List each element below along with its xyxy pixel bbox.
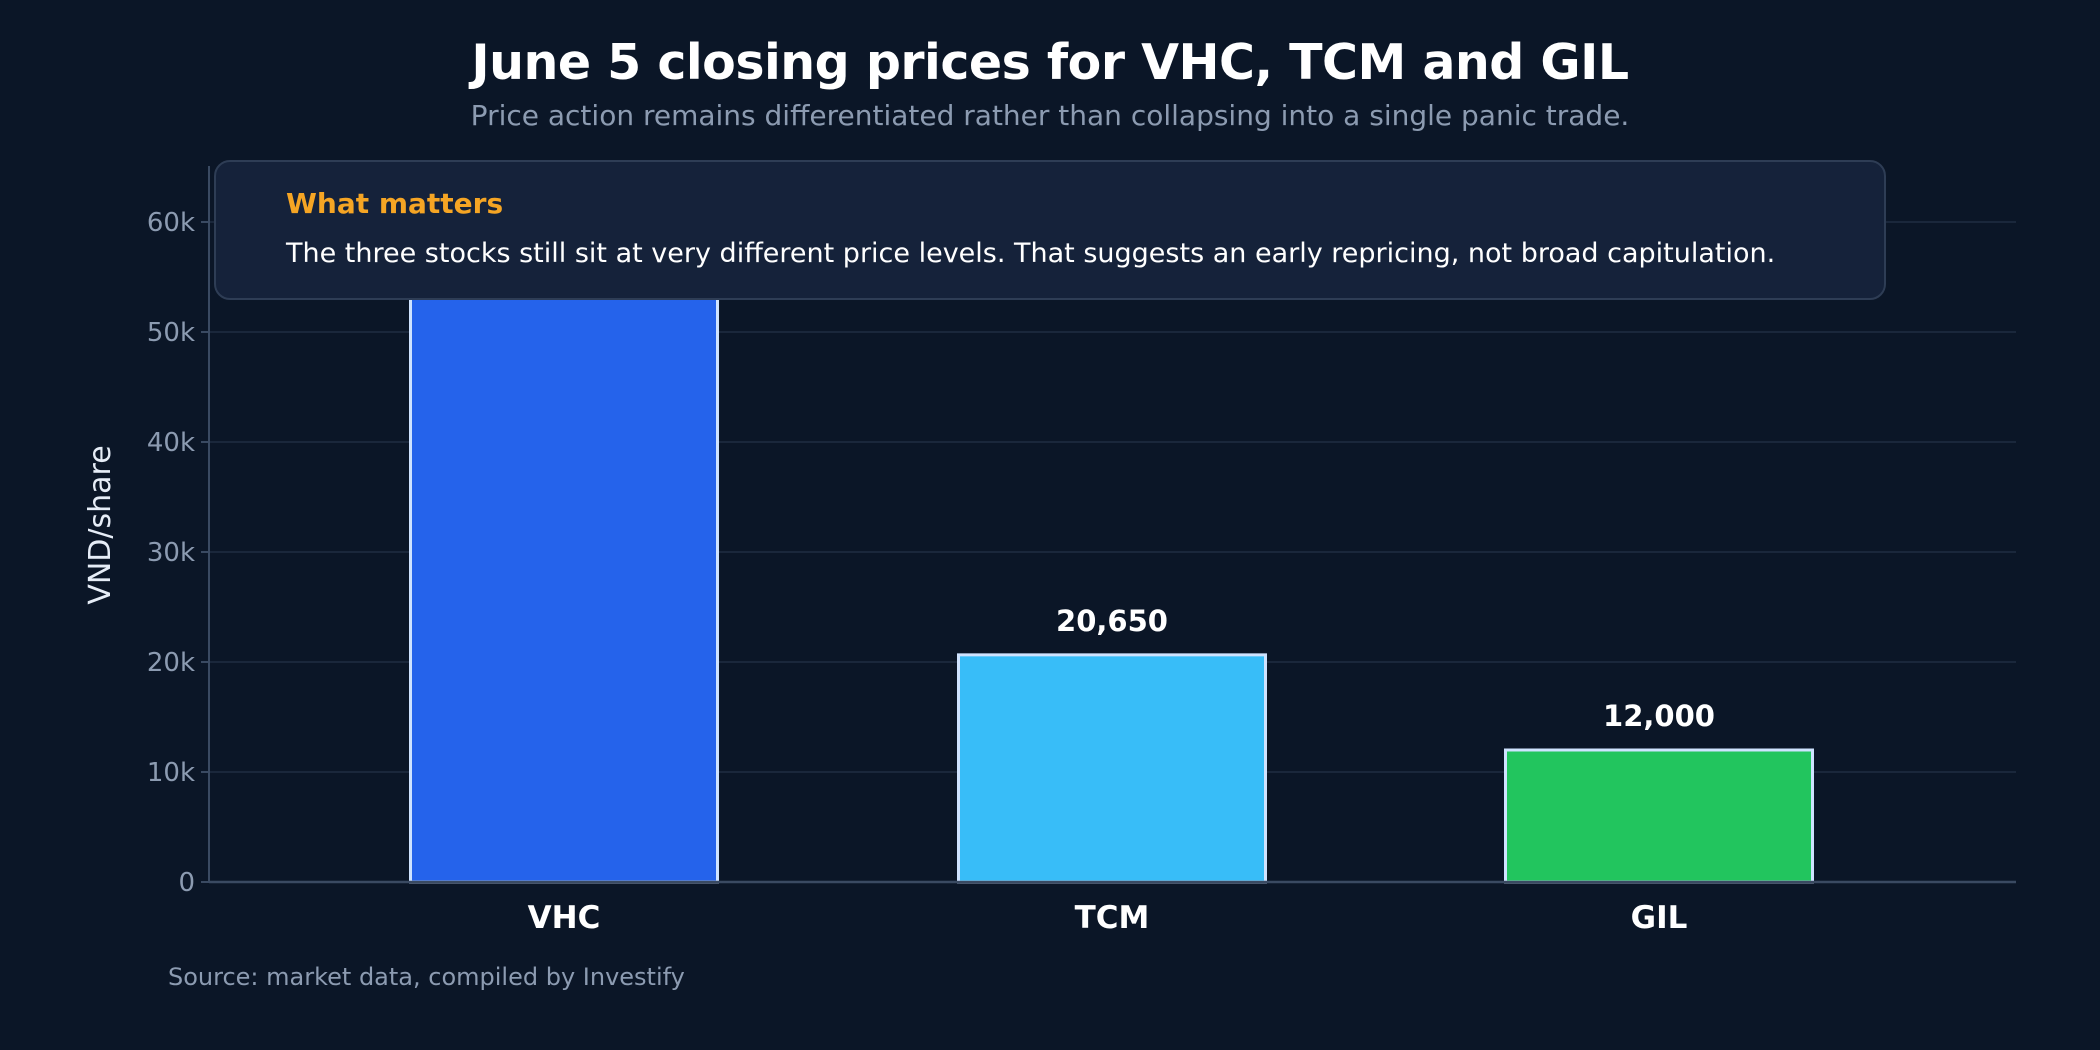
callout-text: The three stocks still sit at very diffe… bbox=[286, 238, 1776, 269]
y-axis-label: VND/share bbox=[83, 445, 118, 604]
y-tick-label: 0 bbox=[178, 868, 195, 898]
y-tick-label: 20k bbox=[147, 648, 195, 678]
y-tick-label: 60k bbox=[147, 208, 195, 238]
y-tick-label: 10k bbox=[147, 758, 195, 788]
chart-title: June 5 closing prices for VHC, TCM and G… bbox=[471, 34, 1629, 91]
bar-tcm bbox=[957, 653, 1267, 884]
labels: 0 10k 20k 30k 40k 50k 60k VHC 20,650 TCM 12,000 GIL… bbox=[83, 208, 1715, 936]
bar-vhc bbox=[409, 198, 719, 884]
y-tick-label: 50k bbox=[147, 318, 195, 348]
insight-callout: What matters The three stocks still sit … bbox=[214, 160, 1886, 300]
bar-gil bbox=[1504, 748, 1814, 884]
x-tick-label: TCM bbox=[1075, 900, 1150, 936]
chart-subtitle: Price action remains differentiated rath… bbox=[470, 99, 1630, 132]
source-note: Source: market data, compiled by Investi… bbox=[168, 963, 685, 991]
x-tick-label: VHC bbox=[528, 900, 601, 936]
callout-title: What matters bbox=[286, 187, 504, 220]
y-tick-label: 30k bbox=[147, 538, 195, 568]
y-tick-label: 40k bbox=[147, 428, 195, 458]
data-label-gil: 12,000 bbox=[1603, 699, 1715, 733]
x-tick-label: GIL bbox=[1631, 900, 1688, 936]
bars bbox=[409, 198, 1814, 884]
data-label-tcm: 20,650 bbox=[1056, 604, 1168, 638]
axes bbox=[201, 166, 2016, 884]
